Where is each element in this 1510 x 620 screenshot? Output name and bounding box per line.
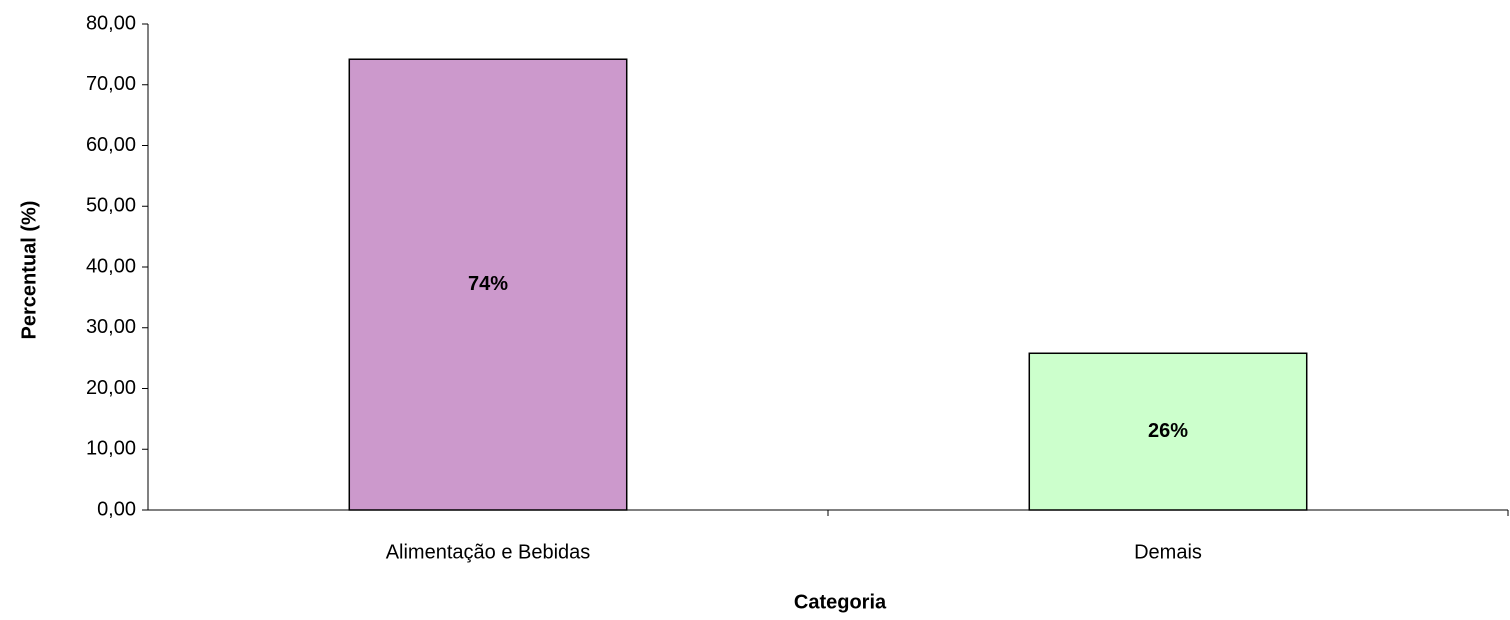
y-tick-label: 70,00 <box>86 73 136 95</box>
y-tick-label: 20,00 <box>86 377 136 399</box>
y-tick-label: 0,00 <box>97 498 136 520</box>
y-tick-label: 30,00 <box>86 316 136 338</box>
y-tick-label: 40,00 <box>86 255 136 277</box>
value-label: 26% <box>1148 420 1188 442</box>
bar <box>348 58 628 511</box>
bar <box>1028 352 1308 511</box>
x-tick-label: Demais <box>1134 541 1202 563</box>
y-tick-label: 60,00 <box>86 134 136 156</box>
y-axis-title: Percentual (%) <box>18 201 40 340</box>
value-label: 74% <box>468 273 508 295</box>
y-tick-label: 80,00 <box>86 12 136 34</box>
y-tick-label: 10,00 <box>86 438 136 460</box>
x-tick-label: Alimentação e Bebidas <box>386 541 591 563</box>
y-tick-label: 50,00 <box>86 195 136 217</box>
x-axis-title: Categoria <box>794 591 887 613</box>
